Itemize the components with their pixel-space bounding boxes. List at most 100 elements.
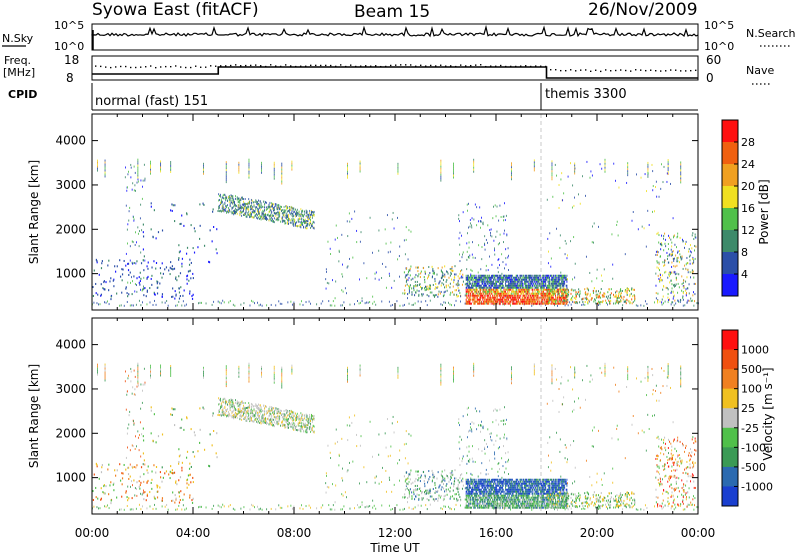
power-cell bbox=[180, 295, 181, 297]
velocity-cell bbox=[240, 408, 241, 410]
power-cell bbox=[501, 253, 502, 255]
velocity-cell bbox=[443, 505, 444, 507]
power-cell bbox=[680, 301, 681, 303]
power-cell bbox=[289, 211, 290, 213]
power-cell bbox=[226, 163, 227, 165]
power-cell bbox=[510, 303, 511, 305]
power-cell bbox=[179, 288, 180, 290]
power-cell bbox=[668, 235, 669, 237]
power-cell bbox=[500, 234, 501, 236]
power-cell bbox=[144, 164, 145, 166]
power-cell bbox=[271, 220, 272, 222]
power-cell bbox=[664, 272, 665, 274]
power-cell bbox=[160, 267, 161, 269]
power-cell bbox=[559, 184, 560, 186]
power-cell bbox=[427, 286, 428, 288]
power-cell bbox=[516, 291, 517, 293]
power-cell bbox=[313, 221, 314, 223]
velocity-cell bbox=[224, 412, 225, 414]
velocity-cell bbox=[102, 464, 103, 466]
power-cell bbox=[511, 164, 512, 166]
power-cell bbox=[564, 283, 565, 285]
power-cell bbox=[485, 297, 486, 299]
power-cell bbox=[414, 276, 415, 278]
power-cell bbox=[501, 273, 502, 275]
velocity-cell bbox=[229, 405, 230, 407]
power-cell bbox=[695, 246, 696, 248]
power-cell bbox=[634, 300, 635, 302]
power-cell bbox=[477, 297, 478, 299]
velocity-cell bbox=[218, 403, 219, 405]
power-cell bbox=[151, 284, 152, 286]
power-cell bbox=[253, 211, 254, 213]
power-cell bbox=[100, 303, 101, 305]
power-cell bbox=[143, 269, 144, 271]
power-cell bbox=[242, 211, 243, 213]
power-cell bbox=[413, 289, 414, 291]
velocity-cell bbox=[222, 414, 223, 416]
power-cell bbox=[141, 179, 142, 181]
power-cell bbox=[608, 295, 609, 297]
power-cell bbox=[542, 299, 543, 301]
velocity-cell bbox=[140, 482, 141, 484]
power-cell bbox=[259, 304, 260, 306]
power-cell bbox=[230, 300, 231, 302]
velocity-cell bbox=[141, 433, 142, 435]
velocity-cell bbox=[98, 507, 99, 509]
power-cell bbox=[673, 217, 674, 219]
power-cell bbox=[252, 208, 253, 210]
power-cell bbox=[572, 278, 573, 280]
power-cell bbox=[453, 163, 454, 165]
power-cell bbox=[250, 206, 251, 208]
velocity-cell bbox=[229, 403, 230, 405]
power-cell bbox=[337, 237, 338, 239]
power-cell bbox=[251, 300, 252, 302]
power-cell bbox=[508, 255, 509, 257]
velocity-cell bbox=[360, 506, 361, 508]
power-cell bbox=[627, 166, 628, 168]
nave-point bbox=[470, 65, 471, 66]
power-cell bbox=[532, 277, 533, 279]
power-cell bbox=[677, 233, 678, 235]
power-cell bbox=[659, 269, 660, 271]
power-cell bbox=[216, 228, 217, 230]
power-cell bbox=[547, 302, 548, 304]
nave-point bbox=[475, 64, 476, 65]
nave-point bbox=[450, 65, 451, 66]
power-cell bbox=[563, 192, 564, 194]
power-cell bbox=[335, 280, 336, 282]
power-cell bbox=[179, 223, 180, 225]
power-cell bbox=[469, 301, 470, 303]
power-cell bbox=[248, 214, 249, 216]
power-cell bbox=[668, 243, 669, 245]
power-cell bbox=[366, 277, 367, 279]
power-cell bbox=[310, 303, 311, 305]
power-cell bbox=[292, 207, 293, 209]
power-cell bbox=[618, 234, 619, 236]
velocity-cell bbox=[212, 508, 213, 510]
velocity-cell bbox=[486, 506, 487, 508]
power-cell bbox=[487, 275, 488, 277]
power-cell bbox=[469, 247, 470, 249]
power-cell bbox=[313, 212, 314, 214]
power-cell bbox=[452, 291, 453, 293]
power-cell bbox=[218, 193, 219, 195]
power-cell bbox=[530, 285, 531, 287]
velocity-cell bbox=[237, 403, 238, 405]
velocity-cell bbox=[136, 495, 137, 497]
power-cell bbox=[233, 200, 234, 202]
velocity-cell bbox=[232, 401, 233, 403]
power-cell bbox=[526, 275, 527, 277]
power-cell bbox=[667, 287, 668, 289]
power-cell bbox=[310, 219, 311, 221]
power-cell bbox=[444, 286, 445, 288]
power-cell bbox=[473, 161, 474, 163]
power-cell bbox=[282, 212, 283, 214]
power-cell bbox=[473, 165, 474, 167]
power-cell bbox=[444, 291, 445, 293]
nave-point bbox=[525, 65, 526, 66]
power-cell bbox=[105, 170, 106, 172]
velocity-cell bbox=[144, 383, 145, 385]
power-cell bbox=[652, 189, 653, 191]
power-cell bbox=[251, 199, 252, 201]
